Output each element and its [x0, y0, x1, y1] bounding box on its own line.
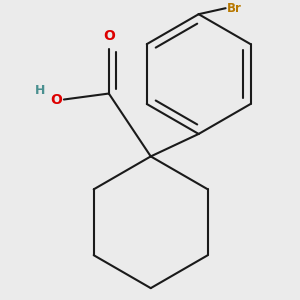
Text: O: O [51, 92, 62, 106]
Text: Br: Br [227, 2, 242, 15]
Text: H: H [35, 84, 45, 97]
Text: O: O [103, 28, 115, 43]
